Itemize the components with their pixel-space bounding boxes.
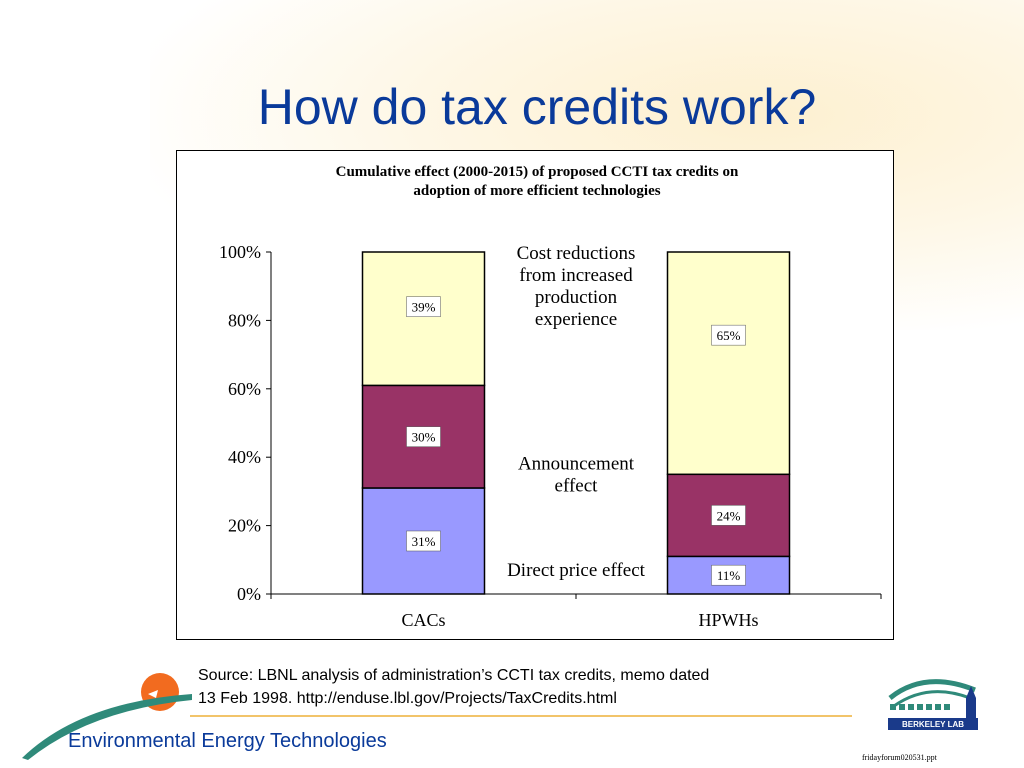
annotation-label: Cost reductions	[517, 243, 636, 264]
data-label: 30%	[412, 430, 436, 445]
data-label-box	[406, 530, 441, 552]
annotation-label: production	[535, 287, 618, 308]
swoosh-icon	[22, 694, 192, 760]
data-label: 65%	[717, 328, 741, 343]
logo-text: BERKELEY LAB	[902, 720, 964, 729]
chart-title: Cumulative effect (2000-2015) of propose…	[237, 163, 837, 201]
logo-tower-icon	[966, 698, 976, 718]
annotation-label: Direct price effect	[507, 560, 646, 581]
data-label: 11%	[717, 568, 741, 583]
source-note: Source: LBNL analysis of administration’…	[198, 664, 878, 710]
logo-arc-icon	[888, 679, 976, 700]
data-label-box	[711, 505, 746, 526]
category-label: CACs	[401, 610, 445, 630]
bar-segment	[361, 251, 486, 387]
annotation-label: Announcement	[518, 453, 635, 474]
footer-label: Environmental Energy Technologies	[68, 730, 387, 752]
data-label-box	[406, 426, 441, 447]
logo-banner	[888, 718, 978, 730]
y-tick-label: 20%	[228, 516, 261, 536]
data-label-box	[711, 564, 746, 586]
logo-arc-inner-icon	[893, 690, 971, 708]
source-line-2: 13 Feb 1998. http://enduse.lbl.gov/Proje…	[198, 690, 617, 707]
y-tick-label: 40%	[228, 447, 261, 467]
y-tick-label: 60%	[228, 379, 261, 399]
chart-container: Cumulative effect (2000-2015) of propose…	[176, 150, 894, 640]
chart-title-line-1: Cumulative effect (2000-2015) of propose…	[335, 164, 739, 180]
eet-swoosh-logo	[22, 673, 192, 760]
slide-title: How do tax credits work?	[257, 79, 817, 135]
bar-segment	[666, 251, 791, 476]
annotation-label: from increased	[519, 265, 633, 286]
y-tick-label: 0%	[237, 584, 261, 604]
y-tick-label: 80%	[228, 310, 261, 330]
data-label-box	[406, 296, 441, 317]
sun-spark-icon	[148, 690, 158, 698]
category-label: HPWHs	[698, 610, 758, 630]
logo-spire-icon	[966, 686, 976, 698]
logo-windows-icon	[890, 704, 950, 710]
data-label: 39%	[412, 300, 436, 315]
data-label: 24%	[717, 508, 741, 523]
berkeley-lab-logo: BERKELEY LAB	[888, 679, 978, 730]
file-name: fridayforum020531.ppt	[862, 753, 937, 762]
stacked-bar-chart: 0% 20% 40% 60% 80% 100% 31% 30% 39% CACs 11% 24% 65%…	[219, 242, 882, 630]
annotation-label: experience	[535, 309, 617, 330]
footer-rule	[190, 715, 852, 717]
chart-title-line-2: adoption of more efficient technologies	[413, 183, 661, 199]
data-label: 31%	[412, 534, 436, 549]
source-line-1: Source: LBNL analysis of administration’…	[198, 667, 710, 684]
data-label-box	[711, 324, 746, 346]
y-tick-label: 100%	[219, 242, 261, 262]
annotation-label: effect	[555, 475, 599, 496]
